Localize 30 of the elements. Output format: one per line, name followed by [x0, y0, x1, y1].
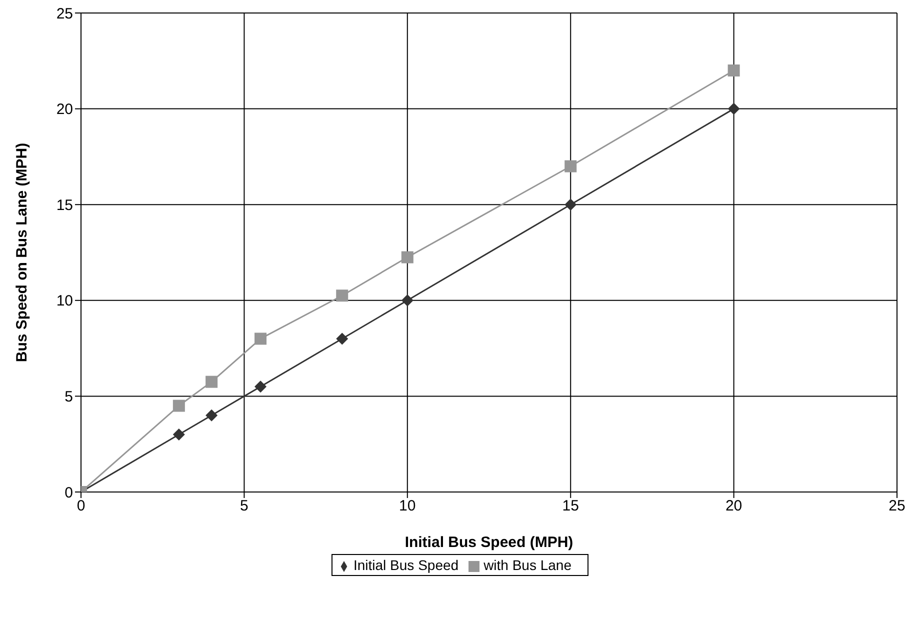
- y-tick-label: 0: [64, 484, 73, 502]
- y-tick-label: 5: [64, 388, 73, 406]
- point: [564, 198, 577, 211]
- y-tick-label: 25: [56, 5, 73, 22]
- x-tick-label: 10: [399, 498, 416, 515]
- y-tick-label: 20: [56, 101, 73, 118]
- x-tick-label: 15: [562, 498, 579, 515]
- y-axis-title: Bus Speed on Bus Lane (MPH): [13, 142, 30, 362]
- point: [172, 400, 185, 412]
- y-tick-label: 10: [56, 292, 73, 310]
- point: [401, 251, 414, 264]
- point: [336, 290, 348, 302]
- x-tick-label: 20: [725, 498, 742, 515]
- point: [206, 409, 218, 422]
- x-tick-label: 5: [240, 498, 248, 515]
- point: [728, 102, 740, 115]
- point: [564, 160, 577, 172]
- point: [336, 332, 348, 345]
- point: [254, 332, 267, 345]
- point: [254, 380, 267, 393]
- point: [172, 428, 185, 441]
- x-tick-label: 25: [888, 498, 906, 515]
- x-tick-label: 0: [76, 498, 86, 515]
- x-axis-title: Initial Bus Speed (MPH): [404, 534, 574, 551]
- y-tick-label: 15: [56, 196, 73, 214]
- point: [206, 376, 218, 388]
- legend-label: Initial Bus Speed: [353, 557, 459, 573]
- legend-label: with Bus Lane: [484, 557, 572, 573]
- point: [401, 294, 414, 306]
- point: [728, 64, 740, 76]
